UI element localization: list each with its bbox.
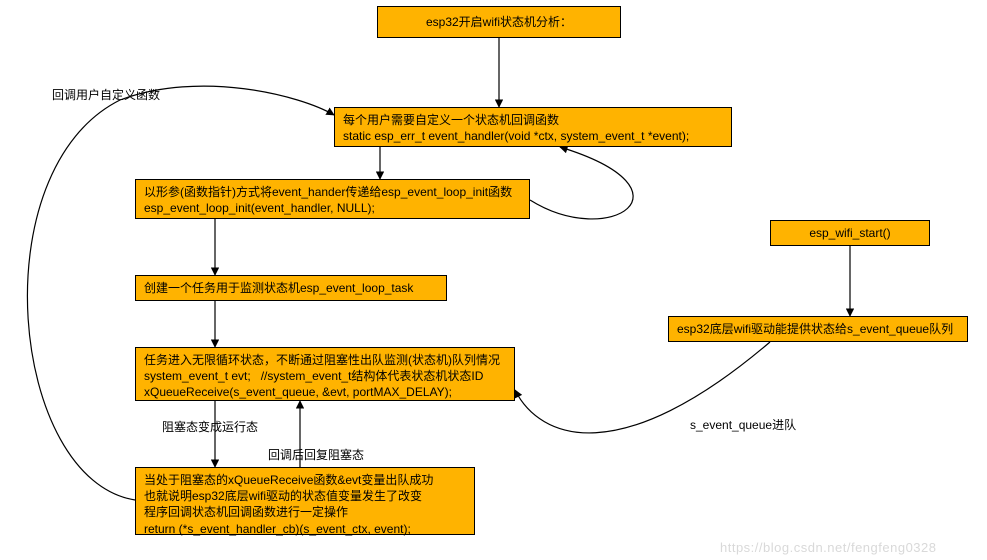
label-enqueue: s_event_queue进队 — [690, 416, 796, 433]
node-loop-init: 以形参(函数指针)方式将event_hander传递给esp_event_loo… — [135, 179, 530, 219]
node-wifi-start: esp_wifi_start() — [770, 220, 930, 246]
label-block-to-run: 阻塞态变成运行态 — [162, 418, 258, 435]
watermark: https://blog.csdn.net/fengfeng0328 — [720, 540, 937, 555]
node-event-handler: 每个用户需要自定义一个状态机回调函数static esp_err_t event… — [334, 107, 732, 147]
edge-loop_init-to-handler — [530, 147, 633, 219]
node-wifi-driver: esp32底层wifi驱动能提供状态给s_event_queue队列 — [668, 316, 968, 342]
node-title: esp32开启wifi状态机分析： — [377, 6, 621, 38]
node-callback: 当处于阻塞态的xQueueReceive函数&evt变量出队成功也就说明esp3… — [135, 467, 475, 535]
node-queue-receive: 任务进入无限循环状态，不断通过阻塞性出队监测(状态机)队列情况system_ev… — [135, 347, 515, 401]
node-loop-task: 创建一个任务用于监测状态机esp_event_loop_task — [135, 275, 447, 301]
label-return-block: 回调后回复阻塞态 — [268, 446, 364, 463]
label-callback-user: 回调用户自定义函数 — [52, 86, 160, 103]
